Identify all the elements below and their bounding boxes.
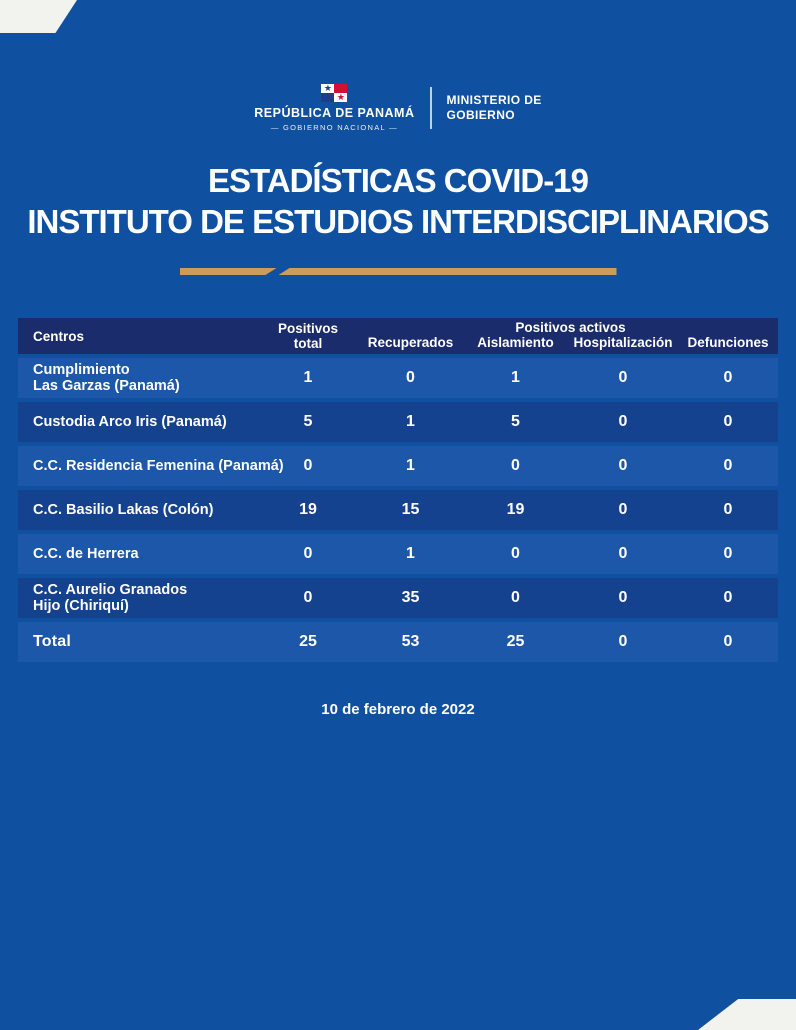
value-cell: 0 — [723, 369, 733, 386]
value-cell: 1 — [511, 369, 520, 386]
value-cell: 1 — [303, 369, 313, 386]
column-header-aislamiento: Aislamiento — [477, 335, 554, 350]
government-header: ★ ★ REPÚBLICA DE PANAMÁ — GOBIERNO NACIO… — [0, 82, 796, 132]
value-cell: 0 — [511, 545, 520, 562]
flag-quarter-white-top: ★ — [321, 82, 335, 93]
column-header-recuperados: Recuperados — [367, 335, 454, 350]
republic-logo: ★ ★ REPÚBLICA DE PANAMÁ — GOBIERNO NACIO… — [254, 82, 415, 132]
table-row: Custodia Arco Iris (Panamá) 5 1 5 0 0 — [18, 402, 778, 442]
centro-name-cell: Custodia Arco Iris (Panamá) — [33, 414, 227, 430]
covid-stats-table: Centros Positivos total Recuperados Posi… — [18, 318, 778, 666]
column-header-hospitalizacion: Hospitalización — [573, 335, 673, 350]
value-cell: 0 — [618, 633, 628, 650]
national-government-label: — GOBIERNO NACIONAL — — [270, 123, 398, 132]
value-cell: 0 — [618, 545, 628, 562]
value-cell: 19 — [299, 501, 317, 518]
value-cell: 0 — [618, 413, 628, 430]
value-cell: 0 — [303, 589, 313, 606]
underline-bar-left — [180, 268, 277, 275]
flag-quarter-white-bottom: ★ — [334, 91, 348, 102]
centro-name-cell: C.C. Residencia Femenina (Panamá) — [33, 458, 284, 474]
flag-quarter-red — [334, 84, 348, 93]
value-cell: 0 — [303, 545, 313, 562]
flag-red-star-icon: ★ — [336, 91, 345, 102]
report-date: 10 de febrero de 2022 — [321, 701, 475, 718]
column-header-positivos-activos: Positivos activos Aislamiento Hospitaliz… — [463, 318, 678, 354]
title-line1: ESTADÍSTICAS COVID-19 — [208, 162, 589, 199]
positivos-activos-label: Positivos activos — [515, 320, 626, 335]
table-row: C.C. Residencia Femenina (Panamá) 0 1 0 … — [18, 446, 778, 486]
value-cell: 0 — [618, 501, 628, 518]
value-cell: 0 — [618, 589, 628, 606]
table-row: C.C. Aurelio Granados Hijo (Chiriquí) 0 … — [18, 578, 778, 618]
centro-name-cell: C.C. de Herrera — [33, 546, 139, 562]
centro-name-cell: Cumplimiento Las Garzas (Panamá) — [33, 362, 180, 394]
underline-bar-right — [278, 268, 617, 275]
value-cell: 0 — [303, 457, 313, 474]
ministry-line1: MINISTERIO DE — [446, 93, 542, 107]
ministry-line2: GOBIERNO — [446, 108, 516, 122]
title-underline — [0, 268, 796, 275]
flag-quarter-blue — [321, 93, 335, 102]
value-cell: 0 — [723, 501, 733, 518]
value-cell: 0 — [723, 589, 733, 606]
total-label-cell: Total — [33, 633, 72, 650]
value-cell: 0 — [618, 369, 628, 386]
centro-name-cell: C.C. Basilio Lakas (Colón) — [33, 502, 214, 518]
column-header-positivos-total: Positivos total — [277, 321, 339, 351]
title-line2: INSTITUTO DE ESTUDIOS INTERDISCIPLINARIO… — [27, 203, 769, 240]
panama-flag-icon: ★ ★ — [321, 82, 348, 102]
value-cell: 0 — [723, 413, 733, 430]
table-row: C.C. Basilio Lakas (Colón) 19 15 19 0 0 — [18, 490, 778, 530]
column-header-centros: Centros — [33, 328, 85, 344]
value-cell: 0 — [723, 633, 733, 650]
table-row: C.C. de Herrera 0 1 0 0 0 — [18, 534, 778, 574]
ministry-label: MINISTERIO DE GOBIERNO — [446, 93, 541, 123]
value-cell: 0 — [511, 457, 520, 474]
value-cell: 5 — [511, 413, 520, 430]
page-title: ESTADÍSTICAS COVID-19 INSTITUTO DE ESTUD… — [0, 160, 796, 242]
value-cell: 25 — [506, 633, 525, 650]
centro-name-cell: C.C. Aurelio Granados Hijo (Chiriquí) — [33, 582, 188, 614]
value-cell: 35 — [401, 589, 420, 606]
value-cell: 0 — [723, 457, 733, 474]
column-header-defunciones: Defunciones — [687, 335, 769, 350]
value-cell: 25 — [299, 633, 317, 650]
corner-decoration-top-left — [0, 0, 77, 33]
logo-divider — [430, 87, 433, 129]
value-cell: 1 — [406, 545, 415, 562]
value-cell: 0 — [723, 545, 733, 562]
table-header-row: Centros Positivos total Recuperados Posi… — [18, 318, 778, 354]
value-cell: 0 — [618, 457, 628, 474]
value-cell: 1 — [406, 457, 415, 474]
flag-blue-star-icon: ★ — [323, 82, 332, 93]
table-row: Cumplimiento Las Garzas (Panamá) 1 0 1 0… — [18, 358, 778, 398]
value-cell: 53 — [401, 633, 420, 650]
value-cell: 0 — [511, 589, 520, 606]
corner-decoration-bottom-right — [698, 999, 796, 1030]
republic-label: REPÚBLICA DE PANAMÁ — [254, 106, 415, 120]
value-cell: 19 — [506, 501, 525, 518]
value-cell: 5 — [303, 413, 313, 430]
value-cell: 1 — [406, 413, 415, 430]
table-total-row: Total 25 53 25 0 0 — [18, 622, 778, 662]
value-cell: 15 — [401, 501, 420, 518]
value-cell: 0 — [406, 369, 415, 386]
